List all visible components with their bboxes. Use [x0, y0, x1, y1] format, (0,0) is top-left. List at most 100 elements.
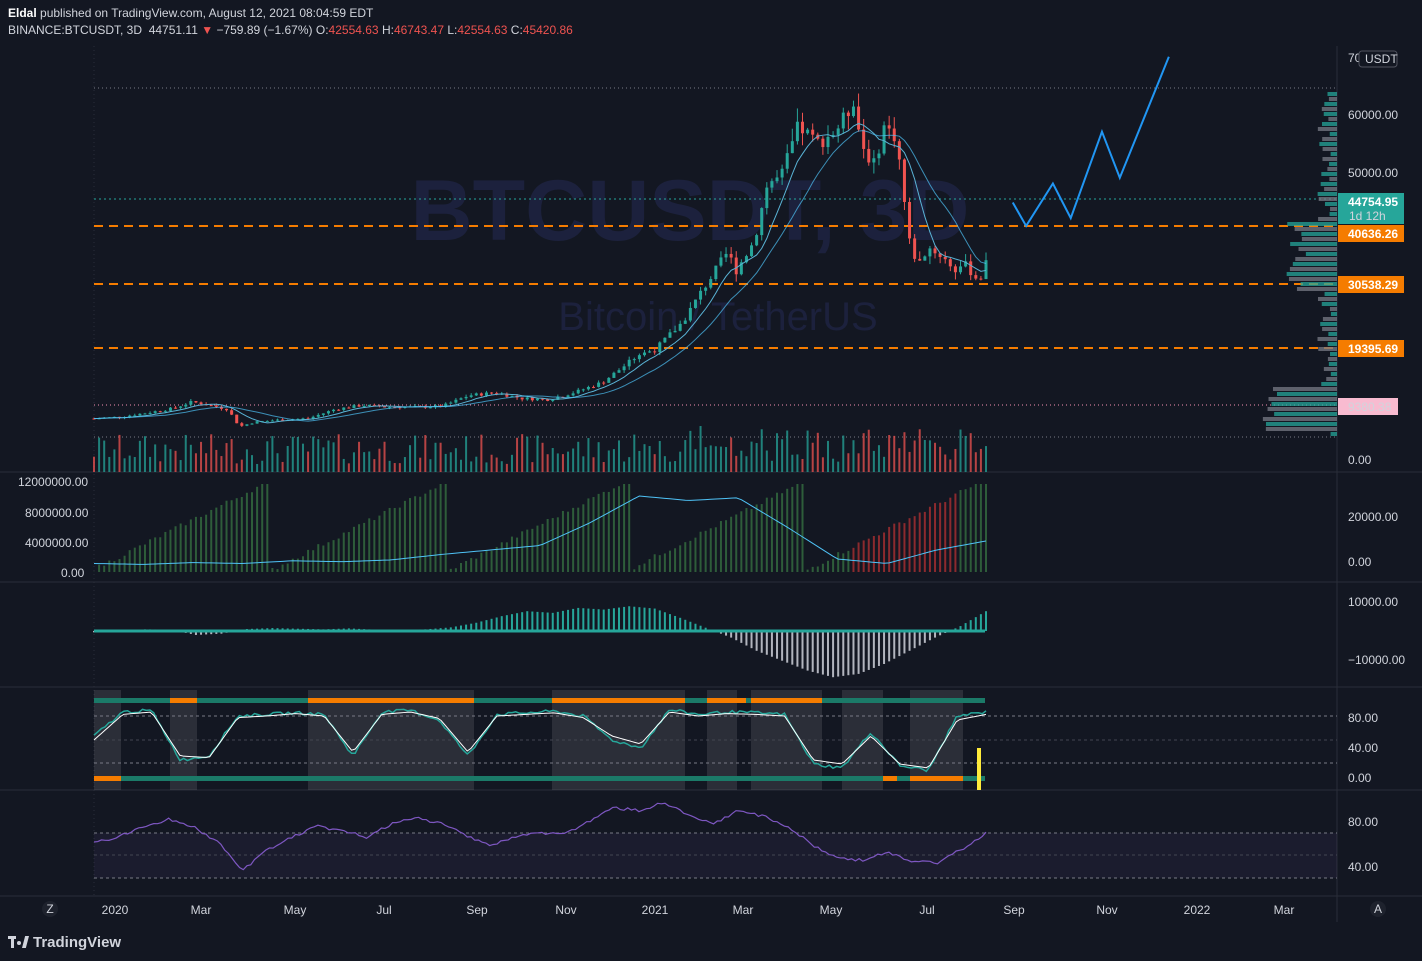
profile-bar	[1322, 327, 1337, 331]
close-value: 45420.86	[522, 23, 573, 37]
profile-bar	[1265, 422, 1337, 426]
obv-bar	[368, 518, 371, 572]
volume-bar	[648, 446, 651, 472]
obv-bar	[439, 484, 442, 572]
volume-bar	[312, 436, 315, 472]
profile-bar	[1328, 117, 1337, 121]
volume-bar	[164, 444, 167, 472]
macd-tick-1: 10000.00	[1348, 595, 1398, 609]
volume-bar	[959, 429, 962, 472]
level-tag-3-value: 19395.69	[1348, 342, 1398, 356]
author-name: Eldal	[8, 6, 37, 20]
price-axis[interactable]: 70 USDT 60000.00 50000.00 0.00 44754.95 …	[1338, 50, 1404, 467]
macd-bar	[679, 617, 682, 631]
macd-bar	[969, 620, 972, 631]
volume-bar	[429, 459, 432, 472]
macd-bar	[490, 618, 493, 631]
macd-bar	[964, 623, 967, 631]
volume-bar	[251, 455, 254, 472]
time-axis[interactable]: 2020 Mar May Jul Sep Nov 2021 Mar May Ju…	[102, 903, 1295, 917]
volume-bar	[694, 449, 697, 472]
stoch-top-segment	[707, 698, 746, 703]
obv-bar	[103, 565, 106, 572]
volume-bar	[587, 438, 590, 472]
obv-bar	[837, 552, 840, 572]
macd-bar	[577, 607, 580, 631]
obv-bar	[454, 568, 457, 572]
macd-bar	[801, 631, 804, 669]
rsi-axis: 80.00 40.00	[1348, 815, 1378, 874]
symbol-label[interactable]: BINANCE:BTCUSDT, 3D	[8, 23, 143, 37]
volume-bar	[113, 449, 116, 472]
high-value: 46743.47	[393, 23, 445, 37]
volume-bar	[903, 432, 906, 472]
open-value: 42554.63	[328, 23, 379, 37]
obv-bar	[934, 503, 937, 572]
obv-bar	[164, 531, 167, 572]
projection-path[interactable]	[1011, 56, 1170, 228]
obv-right-tick-1: 20000.00	[1348, 510, 1398, 524]
candle-body	[969, 261, 973, 276]
rsi-tick-40: 40.00	[1348, 860, 1378, 874]
volume-bar	[470, 461, 473, 472]
auto-scale-button[interactable]	[1370, 901, 1386, 917]
volume-bar	[373, 459, 376, 472]
profile-bar	[1272, 387, 1337, 391]
obv-bar	[623, 484, 626, 572]
candle-body	[765, 187, 769, 209]
volume-bar	[123, 458, 126, 472]
candle-body	[887, 125, 891, 129]
obv-bar	[143, 544, 146, 572]
candle-body	[699, 290, 703, 300]
candles	[92, 93, 988, 427]
profile-bar	[1320, 322, 1337, 326]
candle-body	[857, 106, 861, 130]
profile-bar	[1298, 247, 1337, 251]
profile-bar	[1327, 342, 1337, 346]
obv-bar	[434, 488, 437, 572]
obv-bar	[877, 535, 880, 572]
obv-bar	[745, 508, 748, 572]
volume-bar	[93, 456, 95, 472]
obv-left-tick-4: 0.00	[61, 566, 85, 580]
candle-body	[556, 396, 560, 400]
currency-badge-label: USDT	[1365, 52, 1398, 66]
candle-body	[214, 405, 218, 407]
macd-bar	[867, 631, 870, 670]
macd-bar	[536, 611, 539, 631]
volume-bar	[454, 448, 457, 472]
profile-bar	[1321, 122, 1337, 126]
obv-bar	[765, 497, 768, 572]
volume-bar	[944, 454, 947, 472]
volume-bar	[286, 445, 289, 472]
obv-bar	[908, 518, 911, 572]
volume-bar	[225, 443, 228, 472]
candle-body	[770, 181, 774, 188]
obv-bar	[592, 497, 595, 572]
macd-bar	[541, 612, 544, 631]
stoch-tick-40: 40.00	[1348, 741, 1378, 755]
volume-bar	[179, 460, 182, 472]
profile-bar	[1295, 257, 1337, 261]
volume-bar	[159, 461, 162, 472]
obv-bar	[480, 552, 483, 572]
stoch-bottom-band	[94, 776, 985, 781]
profile-bar	[1328, 97, 1337, 101]
macd-bar	[602, 609, 605, 631]
volume-profile	[1262, 92, 1337, 436]
candle-body	[551, 399, 555, 401]
currency-badge[interactable]	[1358, 50, 1398, 68]
stoch-top-segment	[170, 698, 197, 703]
zoom-button[interactable]	[42, 901, 58, 917]
macd-bar	[903, 631, 906, 654]
macd-bar	[505, 615, 508, 631]
macd-bar	[633, 606, 636, 631]
macd-bar	[704, 627, 707, 631]
obv-bar	[612, 488, 615, 572]
candle-body	[928, 248, 932, 257]
candle-body	[362, 405, 366, 407]
candle-body	[495, 393, 499, 395]
tradingview-logo[interactable]: TradingView	[8, 934, 121, 951]
candle-body	[836, 128, 840, 135]
